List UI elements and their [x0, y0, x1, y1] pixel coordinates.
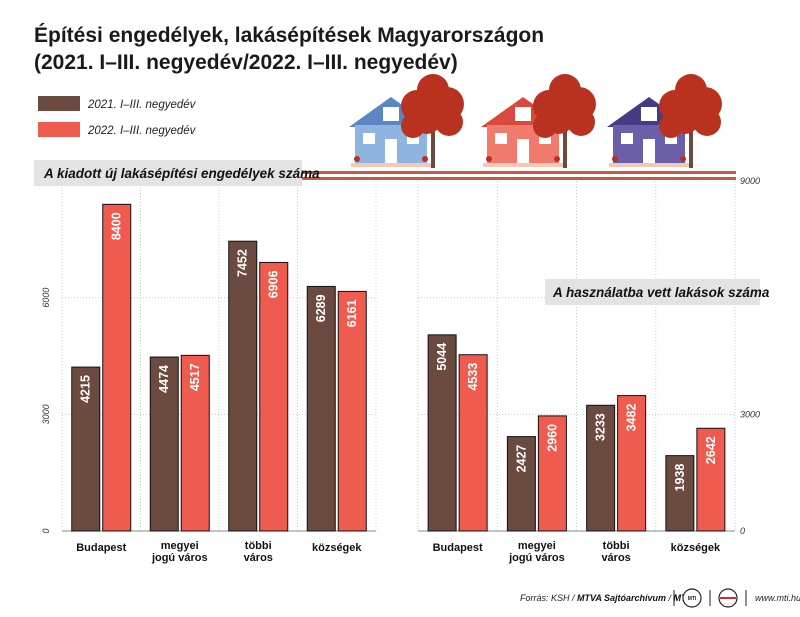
bar-value-label: 4517	[188, 363, 202, 391]
houses-illustration	[349, 74, 722, 168]
panel-title-completed: A használatba vett lakások száma	[545, 279, 770, 305]
category-label: Budapest	[433, 542, 483, 554]
bar	[337, 290, 367, 532]
bar	[228, 240, 258, 532]
category-label: jogú város	[508, 552, 565, 564]
category-label: megyei	[161, 540, 199, 552]
bar	[259, 261, 289, 532]
source-sep: /	[666, 593, 674, 603]
bar-value-label: 4474	[157, 365, 171, 393]
bar-value-label: 4533	[466, 363, 480, 391]
legend: 2021. I–III. negyedév 2022. I–III. negye…	[38, 96, 197, 137]
ground-stripes	[300, 171, 736, 180]
category-label: Budapest	[76, 542, 126, 554]
y-tick-label: 0	[41, 528, 51, 533]
stripe-line	[300, 171, 736, 174]
category-label: községek	[312, 542, 362, 554]
bar	[180, 354, 210, 532]
bar	[458, 354, 488, 532]
bar	[537, 415, 567, 532]
chart-title-line-2: (2021. I–III. negyedév/2022. I–III. negy…	[34, 51, 458, 74]
tree-icon	[401, 74, 464, 168]
legend-label-2022: 2022. I–III. negyedév	[87, 125, 197, 137]
bar	[149, 356, 179, 532]
bar-value-label: 2427	[514, 445, 528, 473]
category-label: város	[244, 552, 273, 564]
category-label: többi	[245, 540, 272, 552]
bar-value-label: 5044	[435, 343, 449, 371]
legend-swatch-2022	[38, 122, 80, 137]
mti-logo-icon	[682, 588, 702, 608]
bar-value-label: 2642	[704, 436, 718, 464]
category-label: községek	[671, 542, 721, 554]
category-label: város	[601, 552, 630, 564]
mti-logo-text: MTI	[688, 596, 697, 602]
website-url: www.mti.hu	[755, 593, 800, 603]
bar	[586, 404, 616, 532]
chart-title-line-1: Építési engedélyek, lakásépítések Magyar…	[34, 24, 544, 47]
bar-value-label: 7452	[236, 249, 250, 277]
category-label: többi	[603, 540, 630, 552]
source-bold: MTVA Sajtóarchívum	[577, 593, 666, 603]
bar-value-label: 1938	[673, 464, 687, 492]
panel-title-bg	[545, 279, 760, 305]
y-tick-label: 3000	[41, 404, 51, 424]
tree-icon	[659, 74, 722, 168]
source-credit: Forrás: KSH / MTVA Sajtóarchívum / MTI	[520, 593, 690, 603]
y-tick-label: 0	[740, 526, 745, 536]
grid	[61, 181, 736, 532]
source-mti: MTI	[674, 593, 690, 603]
y-tick-label: 6000	[41, 288, 51, 308]
bars: 4215 8400 4474 4517 7452 6906 6289 6161 5044 4533…	[71, 203, 726, 532]
category-label: jogú város	[151, 552, 208, 564]
bar-value-label: 8400	[110, 212, 124, 240]
category-label: megyei	[518, 540, 556, 552]
bar-value-label: 6289	[314, 294, 328, 322]
bar	[71, 366, 101, 532]
bar	[306, 285, 336, 532]
bar-value-label: 6161	[345, 299, 359, 327]
bar-value-label: 6906	[267, 270, 281, 298]
bar	[696, 427, 726, 532]
bar	[665, 455, 695, 532]
bar	[102, 203, 132, 532]
panel-title-completed-text: A használatba vett lakások száma	[552, 285, 770, 300]
bar-value-label: 3482	[625, 404, 639, 432]
panel-title-permits-text: A kiadott új lakásépítési engedélyek szá…	[43, 166, 320, 181]
source-prefix: Forrás: KSH /	[520, 593, 577, 603]
bar	[506, 436, 536, 532]
bar-value-label: 4215	[79, 375, 93, 403]
stripe-line	[300, 177, 736, 180]
footer: Forrás: KSH / MTVA Sajtóarchívum / MTI M…	[520, 588, 800, 608]
panel-title-permits: A kiadott új lakásépítési engedélyek szá…	[34, 160, 320, 186]
tree-icon	[533, 74, 596, 168]
mti-emblem-icon	[718, 588, 738, 608]
y-tick-label: 9000	[740, 176, 760, 186]
y-axis-ticks: 0 3000 6000 0 3000 9000	[41, 176, 760, 536]
y-tick-label: 3000	[740, 409, 760, 419]
bar	[617, 395, 647, 532]
panel-title-bg	[34, 160, 302, 186]
bar-value-label: 3233	[594, 413, 608, 441]
legend-swatch-2021	[38, 96, 80, 111]
bar	[427, 334, 457, 532]
legend-label-2021: 2021. I–III. negyedév	[87, 99, 197, 111]
bar-value-label: 2960	[545, 424, 559, 452]
